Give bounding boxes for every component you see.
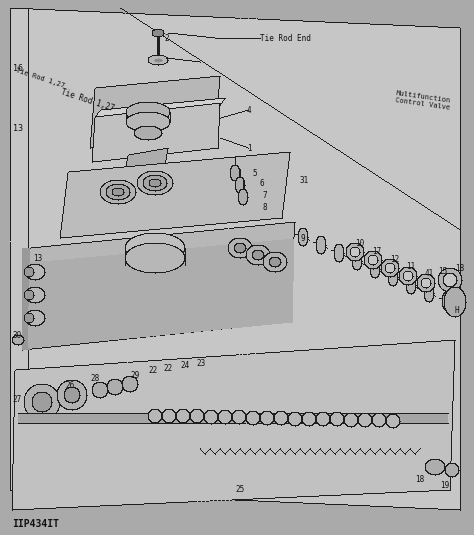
- Text: 41: 41: [425, 269, 434, 278]
- Text: Tie Rod End: Tie Rod End: [260, 34, 311, 42]
- Text: 15: 15: [438, 266, 447, 276]
- Text: 22: 22: [148, 365, 157, 374]
- Text: 31: 31: [300, 175, 309, 185]
- Text: 13: 13: [13, 124, 23, 133]
- Text: 29: 29: [130, 371, 139, 379]
- Text: 23: 23: [196, 358, 205, 368]
- Text: 30: 30: [12, 331, 21, 340]
- Text: 28: 28: [90, 373, 99, 383]
- Text: 2: 2: [164, 34, 169, 42]
- Text: Tie Rod 1,27: Tie Rod 1,27: [15, 67, 65, 89]
- Text: 11: 11: [406, 262, 415, 271]
- Text: 19: 19: [440, 480, 449, 490]
- Text: 4: 4: [247, 105, 252, 114]
- Text: 7: 7: [263, 190, 268, 200]
- Text: Tie Rod 1,27: Tie Rod 1,27: [60, 87, 116, 113]
- Text: 6: 6: [260, 179, 264, 187]
- Text: 9: 9: [301, 233, 306, 242]
- Text: 8: 8: [263, 203, 268, 211]
- Text: IIP434IT: IIP434IT: [12, 519, 59, 529]
- Text: 10: 10: [355, 239, 364, 248]
- Text: 26: 26: [65, 380, 74, 389]
- Text: 18: 18: [455, 264, 464, 272]
- Text: 17: 17: [372, 247, 381, 256]
- Text: 16: 16: [13, 64, 23, 73]
- Text: 22: 22: [163, 363, 172, 372]
- Text: Multifunction
Control Valve: Multifunction Control Valve: [395, 90, 452, 110]
- Text: 12: 12: [390, 255, 399, 264]
- Text: 27: 27: [12, 395, 21, 404]
- Text: 1: 1: [247, 143, 252, 152]
- Text: H: H: [455, 305, 460, 315]
- Text: 5: 5: [252, 169, 256, 178]
- Text: 13: 13: [33, 254, 42, 263]
- Text: 25: 25: [235, 485, 244, 494]
- Text: 24: 24: [180, 361, 189, 370]
- Text: 18: 18: [415, 476, 424, 485]
